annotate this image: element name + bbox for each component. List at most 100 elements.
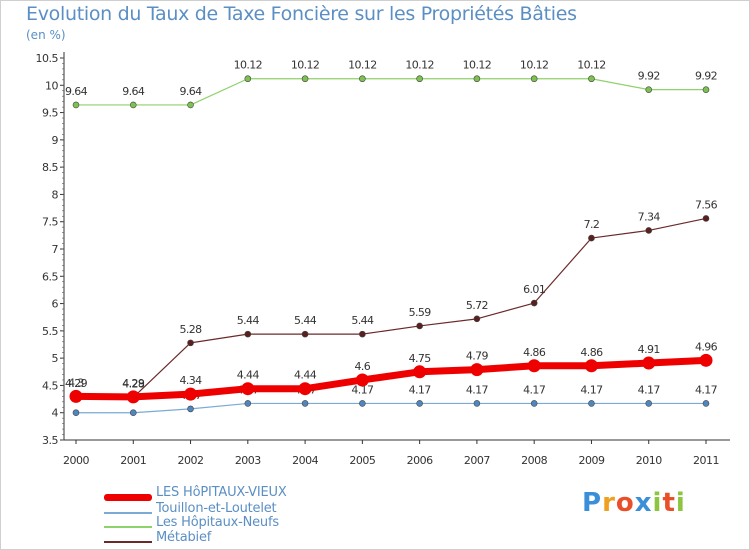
y-tick-label: 4.5 xyxy=(42,379,58,392)
data-label: 4.34 xyxy=(179,374,202,387)
series-point-2 xyxy=(129,409,137,417)
legend-label: Touillon-et-Loutelet xyxy=(156,501,277,516)
logo-letter: o xyxy=(615,488,635,518)
data-label: 10.12 xyxy=(291,59,320,72)
series-point-0 xyxy=(588,75,595,83)
series-point-3 xyxy=(527,359,541,373)
series-point-1 xyxy=(702,215,710,222)
data-label: 5.72 xyxy=(466,299,488,312)
data-label: 5.44 xyxy=(237,314,260,327)
y-tick-label: 3.5 xyxy=(42,434,58,447)
legend-label: Les Hôpitaux-Neufs xyxy=(156,515,279,530)
x-tick-label: 2009 xyxy=(578,454,604,467)
series-point-2 xyxy=(702,400,710,407)
x-tick-label: 2004 xyxy=(292,454,318,467)
chart-unit-label: (en %) xyxy=(26,28,66,42)
series-point-1 xyxy=(416,322,423,330)
legend-swatch xyxy=(104,493,152,501)
series-point-3 xyxy=(699,353,713,367)
y-tick-label: 6 xyxy=(52,298,59,311)
data-label: 9.64 xyxy=(65,85,88,98)
series-line-2 xyxy=(75,402,707,414)
series-line-1 xyxy=(75,217,707,399)
legend-label: LES HôPITAUX-VIEUX xyxy=(156,485,287,500)
data-label: 10.12 xyxy=(520,59,549,72)
y-tick-label: 9 xyxy=(52,134,59,147)
logo-letter: r xyxy=(602,488,616,518)
proxiti-logo: Proxiti xyxy=(582,488,686,518)
data-label: 4.86 xyxy=(580,346,603,359)
legend-swatch xyxy=(104,526,152,528)
data-label: 4.17 xyxy=(695,383,718,396)
data-label: 5.44 xyxy=(294,314,317,327)
x-tick-label: 2005 xyxy=(349,454,375,467)
data-label: 4.29 xyxy=(65,377,88,390)
series-point-1 xyxy=(359,330,366,338)
series-point-1 xyxy=(473,315,481,323)
series-point-1 xyxy=(588,234,595,242)
x-tick-label: 2008 xyxy=(521,454,547,467)
data-label: 4.17 xyxy=(466,383,489,396)
series-point-1 xyxy=(645,227,653,234)
data-label: 4.75 xyxy=(409,352,432,365)
series-point-3 xyxy=(413,365,427,379)
legend-swatch xyxy=(104,512,152,514)
series-point-1 xyxy=(187,339,194,347)
series-point-1 xyxy=(530,299,538,307)
series-point-0 xyxy=(645,86,653,93)
data-label: 4.79 xyxy=(466,350,489,363)
logo-letter: t xyxy=(662,488,676,518)
legend-swatch xyxy=(104,541,152,543)
series-point-2 xyxy=(301,400,309,407)
series-point-0 xyxy=(244,75,252,83)
series-point-3 xyxy=(470,363,484,377)
data-label: 4.44 xyxy=(294,369,317,382)
series-point-3 xyxy=(126,390,140,404)
series-point-2 xyxy=(187,405,194,413)
y-tick-label: 5.5 xyxy=(42,325,58,338)
y-tick-label: 7.5 xyxy=(42,216,58,229)
data-label: 5.44 xyxy=(351,314,374,327)
series-point-0 xyxy=(359,75,366,83)
series-point-2 xyxy=(244,400,252,407)
y-tick-label: 6.5 xyxy=(42,270,58,283)
data-label: 4.17 xyxy=(409,383,432,396)
y-tick-label: 10.5 xyxy=(36,52,59,65)
data-label: 4.3 xyxy=(68,376,84,389)
series-point-2 xyxy=(588,400,595,407)
series-point-1 xyxy=(301,330,309,338)
series-point-0 xyxy=(129,101,137,109)
series-point-0 xyxy=(72,101,80,109)
y-tick-label: 4 xyxy=(52,407,59,420)
data-label: 9.92 xyxy=(695,70,717,83)
data-label: 7.2 xyxy=(584,218,600,231)
data-label: 4.17 xyxy=(523,383,546,396)
data-label: 4.96 xyxy=(695,340,718,353)
series-point-3 xyxy=(584,359,598,373)
series-point-3 xyxy=(642,356,656,370)
series-point-2 xyxy=(359,400,366,407)
series-point-2 xyxy=(416,400,423,407)
series-line-0 xyxy=(75,78,707,106)
data-label: 7.56 xyxy=(695,198,718,211)
x-tick-label: 2006 xyxy=(407,454,433,467)
x-tick-label: 2007 xyxy=(464,454,490,467)
series-point-3 xyxy=(241,382,255,396)
x-tick-label: 2000 xyxy=(63,454,89,467)
data-label: 5.59 xyxy=(409,306,432,319)
data-label: 4.17 xyxy=(638,383,661,396)
y-tick-label: 8.5 xyxy=(42,161,58,174)
series-point-0 xyxy=(702,86,710,93)
data-label: 9.64 xyxy=(179,85,202,98)
data-label: 5.28 xyxy=(179,323,202,336)
data-label: 10.12 xyxy=(348,59,377,72)
series-line-3 xyxy=(72,356,710,401)
data-label: 7.34 xyxy=(638,210,661,223)
data-label: 9.64 xyxy=(122,85,145,98)
y-tick-label: 5 xyxy=(52,352,59,365)
series-point-3 xyxy=(355,373,369,387)
data-label: 4.28 xyxy=(122,377,145,390)
series-point-2 xyxy=(645,400,653,407)
